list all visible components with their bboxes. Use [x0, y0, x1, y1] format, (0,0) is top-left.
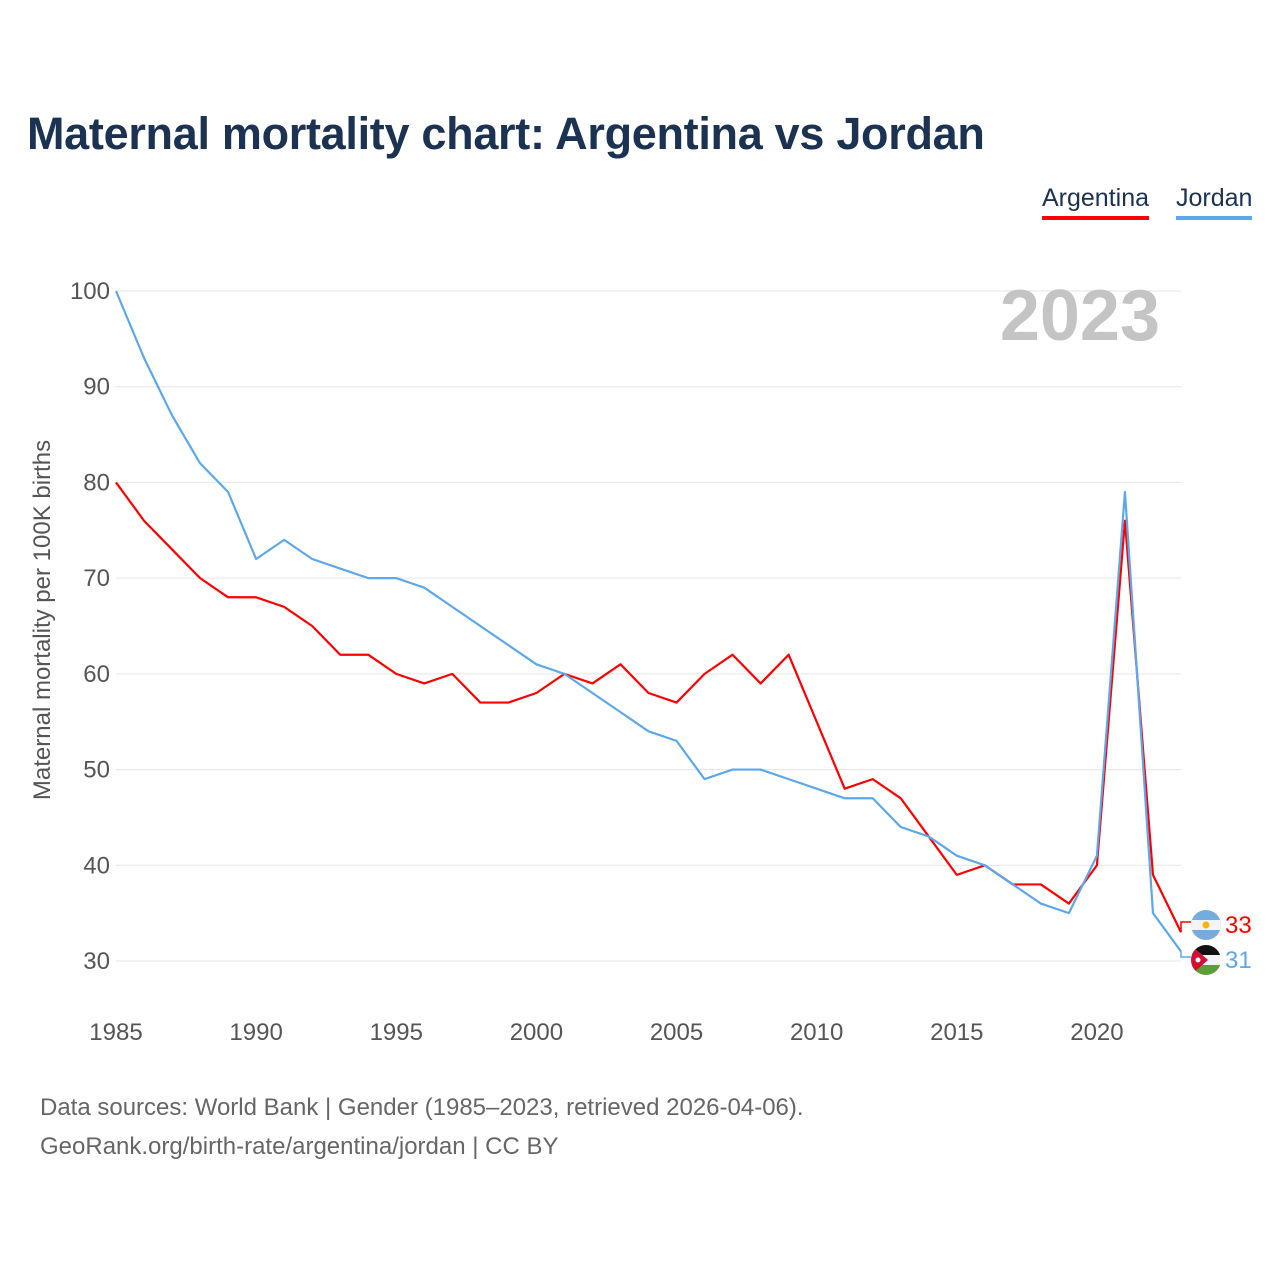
year-watermark: 2023 [1000, 276, 1160, 356]
flag-star [1195, 957, 1201, 963]
end-value-label: 31 [1225, 947, 1252, 974]
y-tick-label: 30 [83, 948, 110, 975]
flag-sun [1202, 921, 1210, 929]
x-tick-label: 1985 [89, 1019, 142, 1046]
y-tick-label: 60 [83, 661, 110, 688]
x-tick-label: 2020 [1070, 1019, 1123, 1046]
end-connector [1180, 921, 1191, 933]
x-tick-label: 2010 [790, 1019, 843, 1046]
y-tick-label: 50 [83, 757, 110, 784]
source-line-2[interactable]: GeoRank.org/birth-rate/argentina/jordan … [40, 1133, 559, 1160]
y-tick-label: 90 [83, 374, 110, 401]
x-tick-label: 1990 [229, 1019, 282, 1046]
x-tick-label: 2015 [930, 1019, 983, 1046]
source-line-1: Data sources: World Bank | Gender (1985–… [40, 1094, 804, 1121]
series-line-jordan [114, 290, 1182, 953]
x-tick-label: 2000 [510, 1019, 563, 1046]
x-tick-label: 1995 [370, 1019, 423, 1046]
flag-stripe [1191, 945, 1221, 955]
y-axis-label: Maternal mortality per 100K births [29, 440, 56, 800]
chart-title: Maternal mortality chart: Argentina vs J… [27, 108, 985, 159]
jordan-flag-icon [1191, 945, 1221, 975]
y-tick-label: 40 [83, 852, 110, 879]
x-tick-label: 2005 [650, 1019, 703, 1046]
y-tick-label: 100 [70, 278, 110, 305]
end-value-label: 33 [1225, 912, 1252, 939]
flag-stripe [1191, 965, 1221, 975]
y-tick-label: 70 [83, 565, 110, 592]
y-tick-label: 80 [83, 469, 110, 496]
flag-body [1191, 945, 1221, 975]
legend-argentina[interactable]: Argentina [1042, 184, 1150, 220]
source-note: Data sources: World Bank | Gender (1985–… [40, 1088, 804, 1166]
argentina-flag-icon [1191, 910, 1221, 940]
end-connector [1180, 951, 1191, 958]
flag-body [1191, 910, 1221, 940]
legend-jordan[interactable]: Jordan [1176, 184, 1253, 220]
